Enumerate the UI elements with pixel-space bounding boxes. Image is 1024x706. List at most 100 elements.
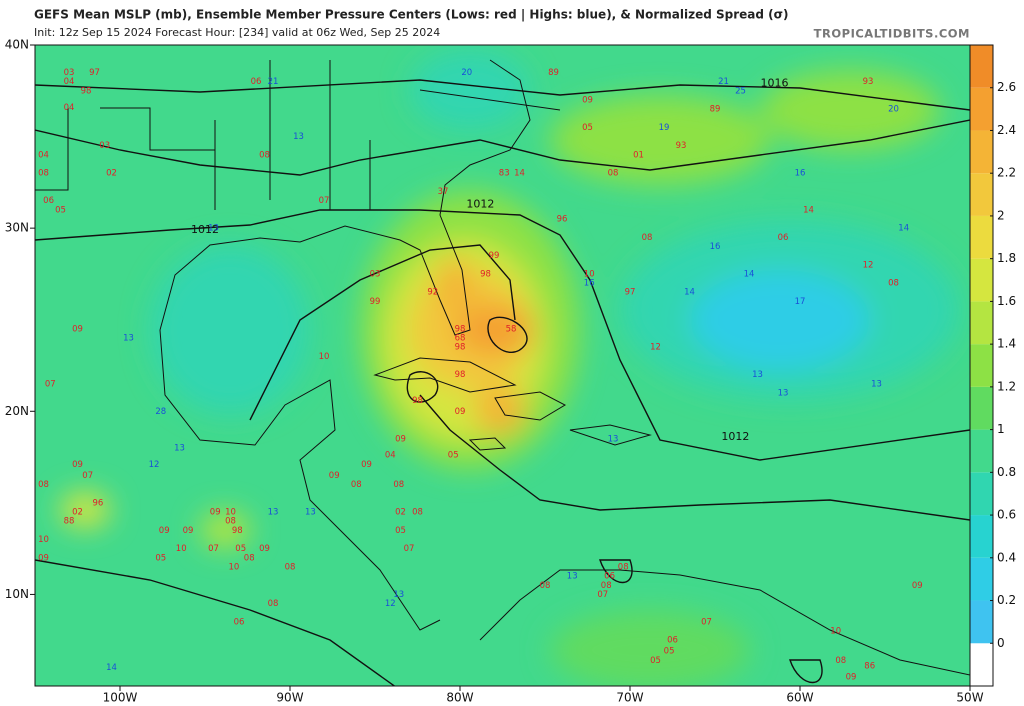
colorbar-segment — [970, 173, 993, 216]
low-center: 10 — [319, 352, 330, 362]
low-center: 05 — [155, 553, 166, 563]
colorbar-segment — [970, 130, 993, 174]
low-center: 92 — [427, 288, 438, 298]
colorbar-segment — [970, 258, 993, 302]
low-center: 05 — [235, 544, 246, 554]
low-center: 08 — [642, 233, 653, 243]
high-center: 19 — [659, 123, 670, 133]
colorbar-segment — [970, 215, 993, 259]
high-center: 13 — [293, 132, 304, 142]
low-center: 06 — [778, 233, 789, 243]
high-center: 28 — [155, 407, 166, 417]
lat-tick-label: 40N — [5, 38, 29, 52]
colorbar-segment — [970, 472, 993, 516]
colorbar-tick-label: 1.4 — [997, 337, 1016, 351]
low-center: 93 — [676, 141, 687, 151]
high-center: 20 — [888, 105, 899, 115]
isobar-label: 1012 — [466, 197, 494, 210]
low-center: 12 — [863, 260, 874, 270]
isobar-label: 1012 — [191, 223, 219, 236]
high-center: 13 — [174, 443, 185, 453]
low-center: 96 — [92, 498, 103, 508]
high-center: 13 — [305, 508, 316, 518]
low-center: 93 — [863, 77, 874, 87]
high-center: 12 — [149, 460, 160, 470]
colorbar-segment — [970, 643, 993, 686]
high-center: 13 — [123, 334, 134, 344]
low-center: 07 — [404, 544, 415, 554]
low-center: 12 — [650, 343, 661, 353]
isobar-label: 1012 — [721, 430, 749, 443]
low-center: 37 — [438, 187, 449, 197]
high-center: 12 — [385, 599, 396, 609]
low-center: 96 — [557, 214, 568, 224]
low-center: 09 — [329, 471, 340, 481]
low-center: 09 — [455, 407, 466, 417]
low-center: 99 — [489, 251, 500, 261]
low-center: 01 — [633, 150, 644, 160]
low-center: 08 — [618, 562, 629, 572]
lon-tick-label: 100W — [103, 691, 138, 705]
low-center: 02 — [72, 508, 83, 518]
high-center: 13 — [393, 590, 404, 600]
low-center: 10 — [225, 508, 236, 518]
low-center: 08 — [888, 279, 899, 289]
low-center: 99 — [370, 297, 381, 307]
low-center: 02 — [395, 508, 406, 518]
high-center: 13 — [567, 572, 578, 582]
low-center: 08 — [393, 480, 404, 490]
colorbar-segment — [970, 557, 993, 601]
high-center: 13 — [208, 224, 219, 234]
low-center: 03 — [370, 269, 381, 279]
low-center: 97 — [89, 68, 100, 78]
colorbar-segment — [970, 87, 993, 131]
low-center: 08 — [38, 480, 49, 490]
low-center: 88 — [64, 517, 75, 527]
low-center: 98 — [81, 86, 92, 96]
low-center: 04 — [38, 150, 49, 160]
high-center: 17 — [795, 297, 806, 307]
low-center: 05 — [395, 526, 406, 536]
colorbar-segment — [970, 344, 993, 387]
low-center: 98 — [455, 343, 466, 353]
low-center: 06 — [251, 77, 262, 87]
low-center: 09 — [72, 460, 83, 470]
low-center: 09 — [582, 95, 593, 105]
low-center: 98 — [412, 396, 423, 406]
low-center: 89 — [710, 105, 721, 115]
lat-tick-label: 30N — [5, 221, 29, 235]
low-center: 08 — [259, 150, 270, 160]
low-center: 02 — [106, 169, 117, 179]
colorbar-segment — [970, 515, 993, 558]
low-center: 98 — [232, 526, 243, 536]
low-center: 89 — [548, 68, 559, 78]
high-center: 16 — [710, 242, 721, 252]
high-center: 14 — [898, 224, 909, 234]
colorbar-tick-label: 2.2 — [997, 166, 1016, 180]
high-center: 20 — [461, 68, 472, 78]
low-center: 68 — [455, 334, 466, 344]
low-center: 06 — [234, 617, 245, 627]
low-center: 98 — [480, 269, 491, 279]
low-center: 06 — [667, 636, 678, 646]
low-center: 07 — [82, 471, 93, 481]
low-center: 04 — [64, 77, 75, 87]
colorbar: 0 0.2 0.4 0.6 0.8 1 1.2 1.4 1.6 1.8 2 2.2 2.4 2.6 — [969, 44, 1016, 687]
low-center: 05 — [55, 205, 66, 215]
low-center: 83 — [499, 169, 510, 179]
colorbar-tick-label: 0.6 — [997, 508, 1016, 522]
low-center: 03 — [99, 141, 110, 151]
low-center: 08 — [285, 562, 296, 572]
low-center: 98 — [455, 324, 466, 334]
low-center: 05 — [664, 647, 675, 657]
low-center: 09 — [38, 553, 49, 563]
low-center: 08 — [601, 581, 612, 591]
axes: 100W 90W 80W 70W 60W 50W 40N 30N 20N 10N — [5, 38, 984, 705]
lon-tick-label: 50W — [956, 691, 983, 705]
low-center: 08 — [351, 480, 362, 490]
low-center: 14 — [514, 169, 525, 179]
low-center: 98 — [455, 370, 466, 380]
low-center: 10 — [228, 562, 239, 572]
